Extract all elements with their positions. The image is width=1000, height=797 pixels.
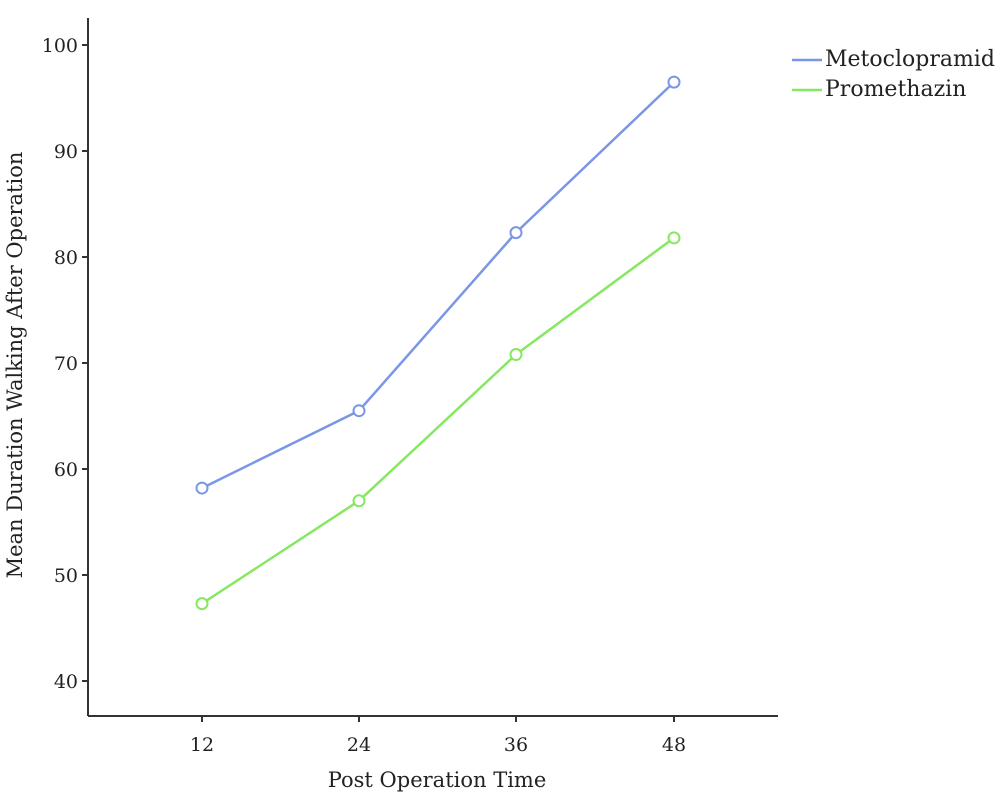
legend-label: Metoclopramid bbox=[825, 47, 995, 72]
y-axis-ticks: 40 50 60 70 80 90 100 bbox=[42, 35, 88, 693]
series-metoclopramid bbox=[195, 75, 681, 495]
data-point bbox=[509, 226, 523, 240]
data-point bbox=[352, 404, 366, 418]
legend-item: Metoclopramid bbox=[792, 47, 995, 72]
data-point bbox=[352, 494, 366, 508]
x-tick-label: 12 bbox=[190, 734, 214, 756]
y-tick-label: 90 bbox=[54, 141, 78, 163]
x-axis-title: Post Operation Time bbox=[328, 768, 547, 792]
chart-series bbox=[195, 75, 681, 611]
y-tick-label: 80 bbox=[54, 247, 78, 269]
data-point bbox=[667, 231, 681, 245]
y-tick-label: 70 bbox=[54, 353, 78, 375]
chart-legend: Metoclopramid Promethazin bbox=[792, 47, 995, 102]
data-point bbox=[667, 75, 681, 89]
series-line bbox=[201, 236, 675, 605]
x-axis-ticks: 12 24 36 48 bbox=[190, 716, 686, 756]
y-tick-label: 60 bbox=[54, 459, 78, 481]
y-axis-title: Mean Duration Walking After Operation bbox=[3, 152, 27, 579]
x-tick-label: 24 bbox=[347, 734, 371, 756]
y-tick-label: 100 bbox=[42, 35, 78, 57]
data-point bbox=[195, 597, 209, 611]
data-point bbox=[195, 481, 209, 495]
data-point bbox=[509, 348, 523, 362]
y-tick-label: 40 bbox=[54, 671, 78, 693]
series-line bbox=[201, 81, 675, 490]
legend-label: Promethazin bbox=[825, 77, 966, 102]
series-promethazin bbox=[195, 231, 681, 611]
y-tick-label: 50 bbox=[54, 565, 78, 587]
x-tick-label: 36 bbox=[504, 734, 528, 756]
x-tick-label: 48 bbox=[662, 734, 686, 756]
legend-item: Promethazin bbox=[792, 77, 966, 102]
chart-axes bbox=[87, 18, 778, 717]
